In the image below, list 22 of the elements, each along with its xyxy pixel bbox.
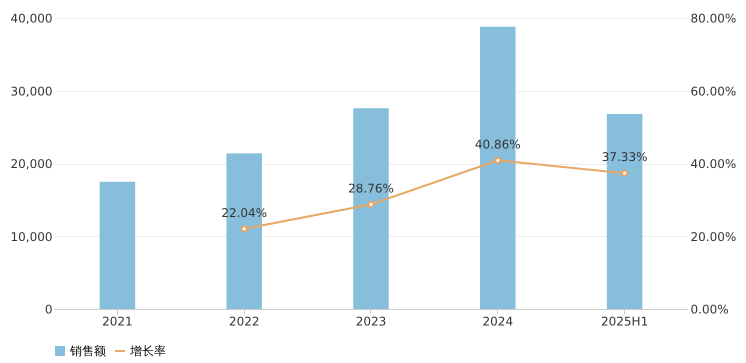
x-tick-label: 2023 <box>356 314 386 328</box>
x-tick-label: 2024 <box>482 314 514 328</box>
y2-tick-label: 20.00% <box>690 230 736 244</box>
y-tick-label: 10,000 <box>10 230 52 244</box>
y-tick-label: 20,000 <box>10 157 52 171</box>
y2-tick-label: 60.00% <box>690 84 736 98</box>
y-tick-label: 30,000 <box>10 84 52 98</box>
y2-tick-label: 80.00% <box>690 12 736 26</box>
x-tick-label: 2025H1 <box>601 314 648 328</box>
y2-tick-label: 40.00% <box>690 157 736 171</box>
y2-tick-label: 0.00% <box>690 302 729 316</box>
bar <box>100 182 136 309</box>
legend-label: 销售额 <box>69 344 106 358</box>
legend-label: 增长率 <box>129 344 166 358</box>
point <box>368 200 374 208</box>
point <box>494 156 502 164</box>
x-tick-label: 2021 <box>102 314 133 328</box>
point <box>621 170 628 177</box>
x-tick-label: 2022 <box>228 314 260 328</box>
y-tick-label: 0 <box>44 302 52 316</box>
y-tick-label: 40,000 <box>10 12 52 26</box>
point <box>240 225 248 232</box>
